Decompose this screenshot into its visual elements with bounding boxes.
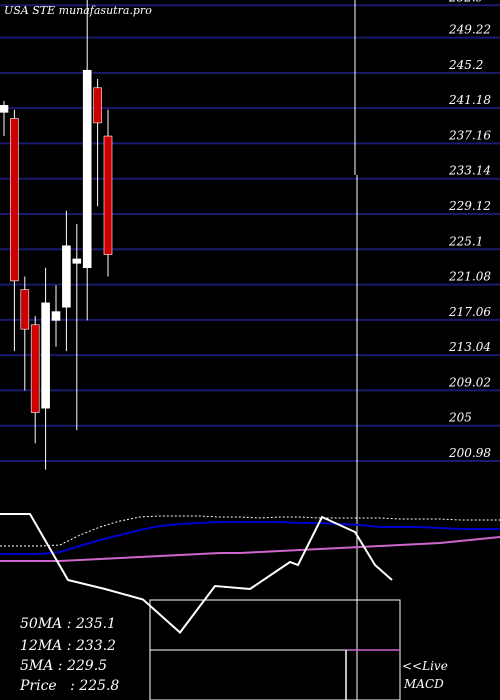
candle-body [20, 289, 30, 330]
candle-body [30, 324, 40, 413]
y-tick-label: 205 [448, 411, 472, 425]
y-tick-label: 249.22 [448, 23, 491, 37]
y-tick-label: 221.08 [448, 270, 491, 284]
candle [10, 109, 19, 352]
macd-line-group [0, 513, 393, 634]
candle-body [62, 245, 71, 308]
candle-body [93, 87, 102, 124]
candle-body [72, 258, 82, 264]
ma5-label: 5MA : 229.5 [20, 658, 107, 674]
y-tick-label: 213.04 [448, 340, 491, 354]
y-tick-label: 225.1 [448, 234, 483, 248]
candle [72, 223, 82, 431]
live-label: <<Live [402, 659, 448, 673]
candle-body [82, 69, 92, 269]
candles [0, 0, 113, 470]
y-tick-label: 229.12 [448, 199, 491, 213]
candle [93, 79, 102, 207]
ma12-label: 12MA : 233.2 [20, 638, 116, 654]
y-tick-label: 200.98 [448, 446, 491, 460]
ma50-label: 50MA : 235.1 [20, 616, 116, 632]
candle [0, 100, 9, 137]
candle-body [0, 105, 9, 113]
chart-title: USA STE munafasutra.pro [4, 4, 152, 17]
price-axis: 252.9 249.22 245.2 241.18 237.16 233.14 229.12… [448, 0, 491, 460]
y-tick-label: 217.06 [448, 305, 491, 319]
candle-body [103, 135, 113, 255]
y-tick-label: 241.18 [448, 93, 491, 107]
y-tick-label: 252.9 [448, 0, 484, 4]
price-label: Price : 225.8 [19, 678, 119, 694]
macd-label: MACD [403, 677, 444, 691]
ma-line-slow [0, 536, 500, 562]
y-tick-label: 245.2 [448, 58, 483, 72]
ma-line-mid [0, 521, 500, 555]
macd-line [0, 513, 393, 634]
y-tick-label: 209.02 [448, 375, 491, 389]
candle-body [10, 118, 19, 282]
candle [20, 276, 30, 391]
candle [30, 316, 40, 444]
moving-average-panel [0, 515, 500, 562]
candle-body [41, 302, 50, 409]
candle [51, 285, 61, 347]
candle-body [51, 311, 61, 321]
y-tick-label: 237.16 [448, 128, 491, 142]
candle [41, 267, 50, 470]
y-tick-label: 233.14 [448, 164, 491, 178]
candle [82, 0, 92, 321]
candle [103, 109, 113, 277]
candle [62, 210, 71, 352]
ma-line-fast [0, 515, 500, 547]
